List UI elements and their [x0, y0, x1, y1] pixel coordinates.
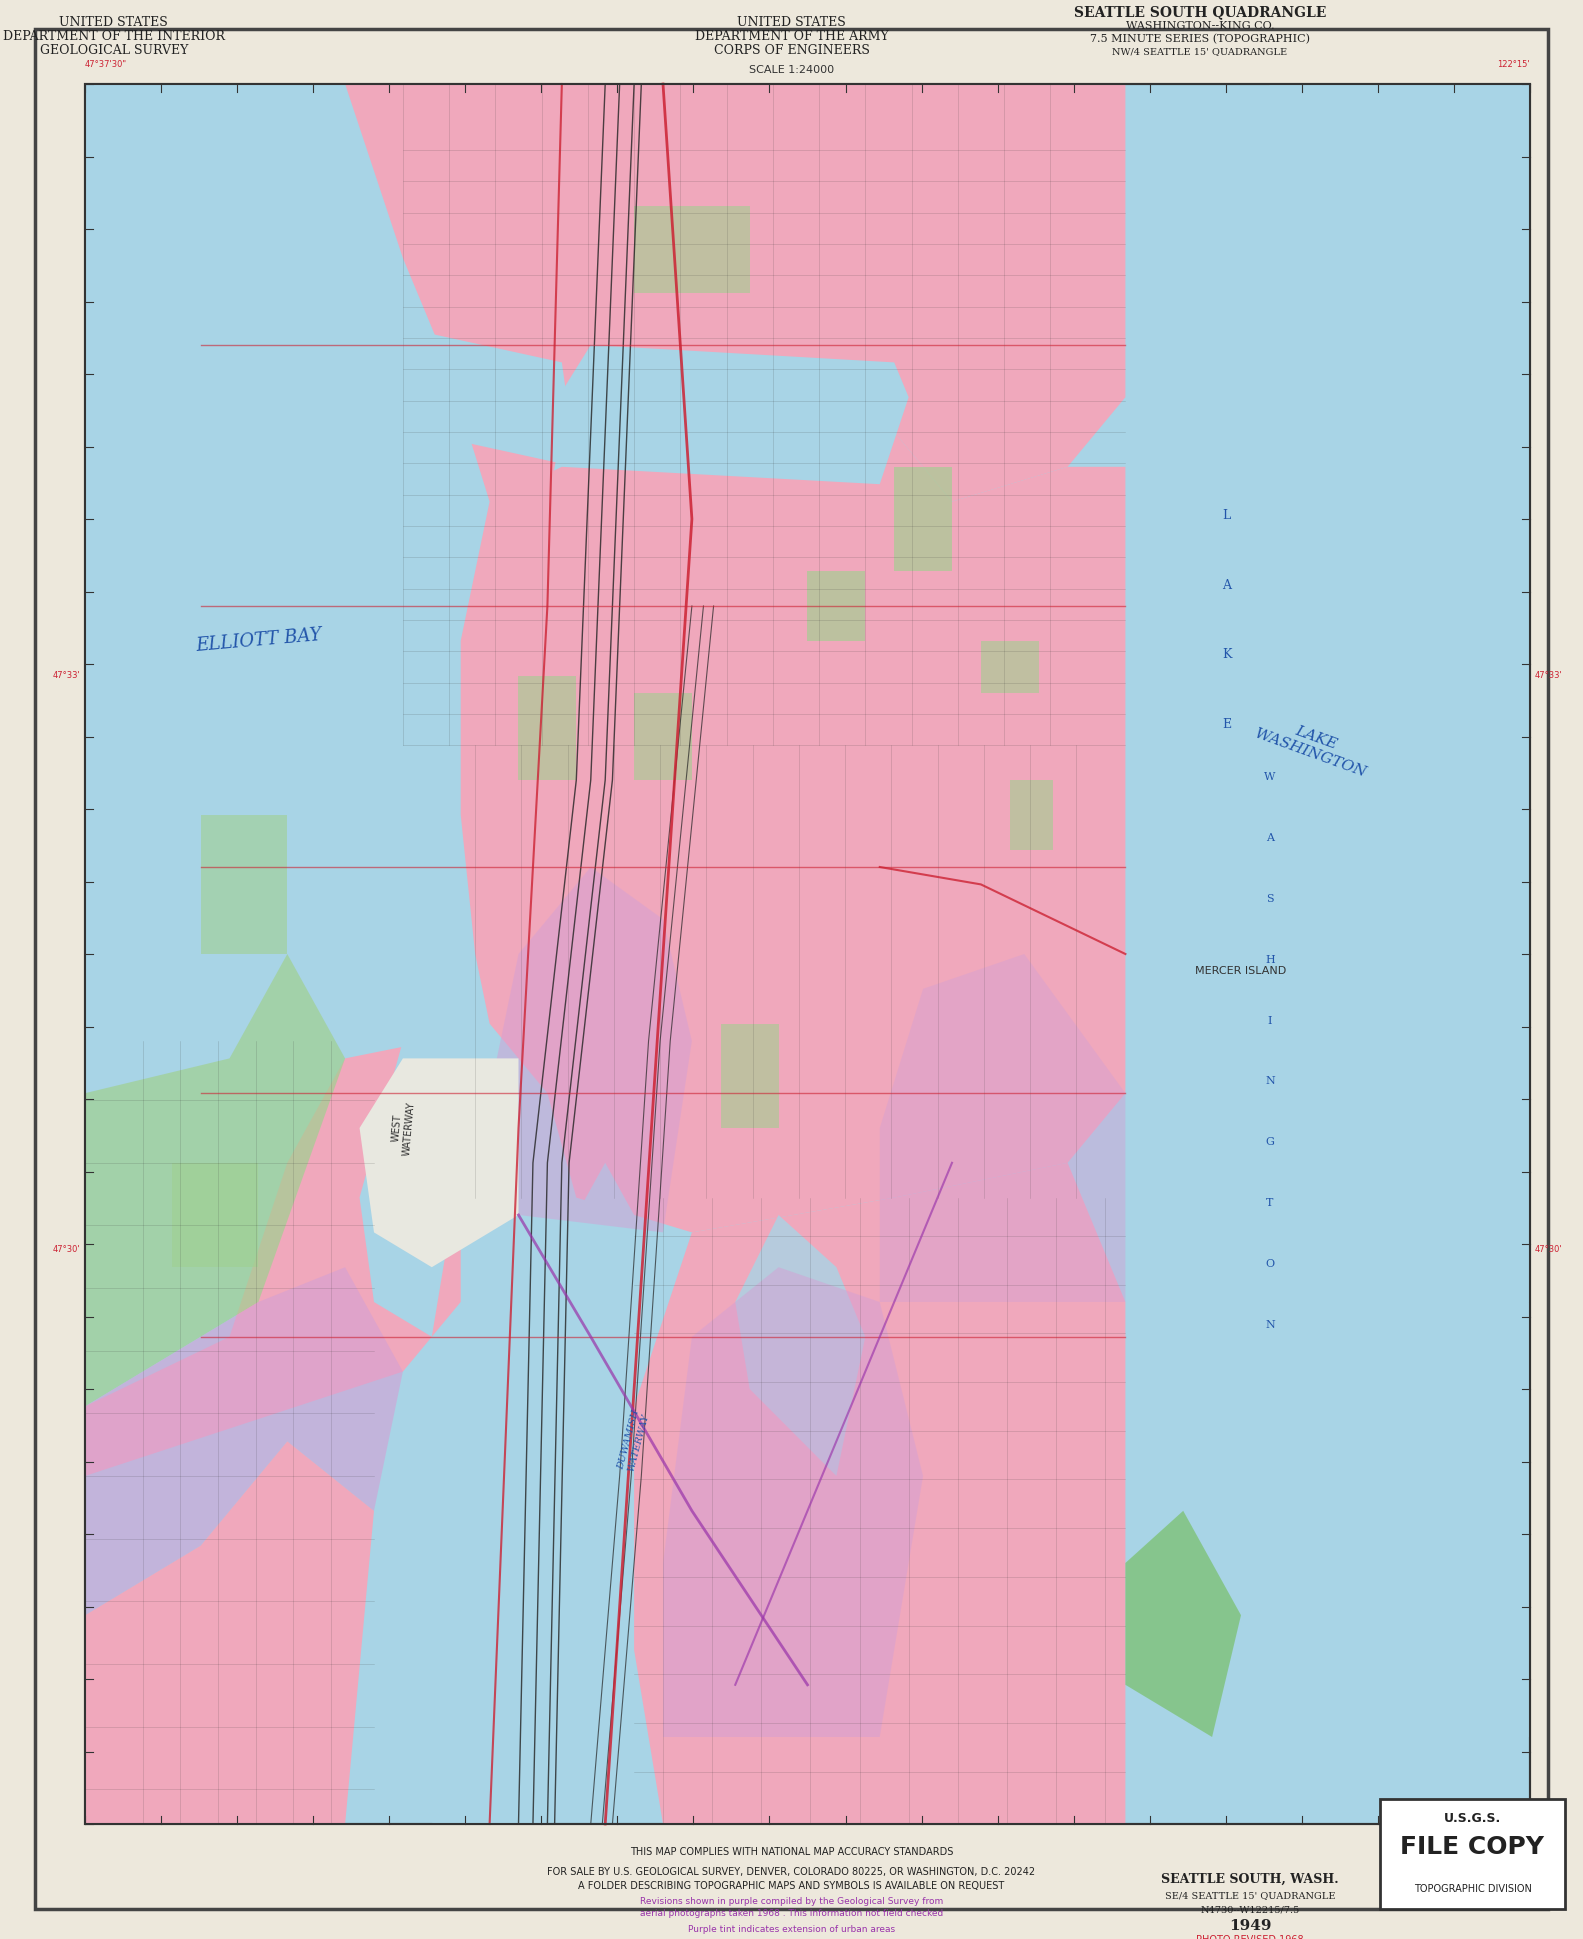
Polygon shape — [880, 954, 1126, 1301]
Bar — [635, 692, 692, 779]
Polygon shape — [461, 345, 1126, 1233]
Text: WEST
WATERWAY: WEST WATERWAY — [389, 1099, 416, 1156]
Bar — [201, 814, 287, 954]
Text: UNITED STATES: UNITED STATES — [738, 16, 845, 29]
Text: Revisions shown in purple compiled by the Geological Survey from: Revisions shown in purple compiled by th… — [640, 1898, 943, 1906]
Text: GEOLOGICAL SURVEY: GEOLOGICAL SURVEY — [40, 43, 188, 56]
Polygon shape — [85, 1041, 461, 1476]
Text: MERCER ISLAND: MERCER ISLAND — [1195, 966, 1287, 977]
Polygon shape — [85, 83, 446, 1094]
Text: W: W — [1265, 772, 1276, 781]
Text: DEPARTMENT OF THE INTERIOR: DEPARTMENT OF THE INTERIOR — [3, 29, 225, 43]
Bar — [807, 572, 866, 640]
Polygon shape — [345, 83, 1126, 502]
Bar — [519, 675, 576, 779]
Text: T: T — [1266, 1198, 1274, 1208]
Text: 47°37'30": 47°37'30" — [85, 60, 127, 70]
Text: 122°15': 122°15' — [1498, 60, 1531, 70]
Text: aerial photographs taken 1968 . This information not field checked: aerial photographs taken 1968 . This inf… — [640, 1910, 943, 1918]
Text: DUWAMISH
WATERWAY: DUWAMISH WATERWAY — [617, 1410, 652, 1474]
Text: SE/4 SEATTLE 15' QUADRANGLE: SE/4 SEATTLE 15' QUADRANGLE — [1165, 1892, 1334, 1900]
Text: WASHINGTON--KING CO.: WASHINGTON--KING CO. — [1126, 21, 1274, 31]
Text: K: K — [1222, 648, 1232, 661]
Text: H: H — [1265, 954, 1274, 966]
Bar — [981, 640, 1038, 692]
Text: FOR SALE BY U.S. GEOLOGICAL SURVEY, DENVER, COLORADO 80225, OR WASHINGTON, D.C. : FOR SALE BY U.S. GEOLOGICAL SURVEY, DENV… — [548, 1867, 1035, 1877]
Text: SEATTLE SOUTH QUADRANGLE: SEATTLE SOUTH QUADRANGLE — [1073, 6, 1327, 19]
Polygon shape — [1126, 1510, 1241, 1737]
Text: 47°30': 47°30' — [1536, 1245, 1562, 1255]
Text: S: S — [1266, 894, 1274, 904]
Text: 1949: 1949 — [1228, 1920, 1271, 1933]
Text: ELLIOTT BAY: ELLIOTT BAY — [195, 626, 323, 655]
Text: A: A — [1266, 834, 1274, 843]
Polygon shape — [1126, 83, 1531, 1388]
Polygon shape — [85, 1268, 404, 1615]
Text: SEATTLE SOUTH, WASH.: SEATTLE SOUTH, WASH. — [1162, 1873, 1339, 1885]
Text: U.S.G.S.: U.S.G.S. — [1444, 1813, 1501, 1825]
Bar — [720, 1024, 779, 1128]
Text: A: A — [1222, 578, 1232, 591]
Text: 47°33': 47°33' — [1536, 671, 1562, 681]
Polygon shape — [635, 1163, 1126, 1825]
Text: 47°30': 47°30' — [52, 1245, 81, 1255]
Text: I: I — [1268, 1016, 1273, 1026]
Text: THIS MAP COMPLIES WITH NATIONAL MAP ACCURACY STANDARDS: THIS MAP COMPLIES WITH NATIONAL MAP ACCU… — [630, 1848, 953, 1858]
Polygon shape — [548, 345, 909, 485]
Text: O: O — [1265, 1258, 1274, 1270]
Text: N4730--W12215/7.5: N4730--W12215/7.5 — [1200, 1906, 1300, 1914]
Text: E: E — [1222, 717, 1232, 731]
Polygon shape — [663, 1268, 923, 1737]
Polygon shape — [432, 1163, 635, 1825]
Polygon shape — [1213, 1301, 1531, 1737]
Text: L: L — [1222, 510, 1230, 522]
Text: NW/4 SEATTLE 15' QUADRANGLE: NW/4 SEATTLE 15' QUADRANGLE — [1113, 47, 1287, 56]
Polygon shape — [85, 83, 432, 1094]
Text: G: G — [1265, 1138, 1274, 1148]
Polygon shape — [735, 1216, 866, 1476]
Text: Purple tint indicates extension of urban areas: Purple tint indicates extension of urban… — [689, 1925, 894, 1933]
Text: PHOTO REVISED 1968: PHOTO REVISED 1968 — [1197, 1935, 1304, 1939]
Text: UNITED STATES: UNITED STATES — [60, 16, 168, 29]
Bar — [85, 83, 1531, 1825]
Polygon shape — [404, 328, 576, 467]
Text: TOPOGRAPHIC DIVISION: TOPOGRAPHIC DIVISION — [1414, 1885, 1531, 1894]
Text: N: N — [1265, 1076, 1274, 1086]
Polygon shape — [359, 1059, 519, 1268]
Bar — [1380, 1799, 1566, 1910]
Bar — [171, 1163, 258, 1268]
Text: CORPS OF ENGINEERS: CORPS OF ENGINEERS — [714, 43, 869, 56]
Text: A FOLDER DESCRIBING TOPOGRAPHIC MAPS AND SYMBOLS IS AVAILABLE ON REQUEST: A FOLDER DESCRIBING TOPOGRAPHIC MAPS AND… — [578, 1881, 1005, 1891]
Bar — [894, 467, 951, 572]
Text: LAKE
WASHINGTON: LAKE WASHINGTON — [1254, 712, 1374, 779]
Polygon shape — [359, 1024, 489, 1336]
Text: FILE COPY: FILE COPY — [1401, 1836, 1545, 1860]
Text: 47°33': 47°33' — [52, 671, 81, 681]
Polygon shape — [85, 1441, 374, 1825]
Bar — [85, 83, 1531, 1825]
Bar — [635, 206, 750, 293]
Bar — [1010, 779, 1053, 849]
Text: SCALE 1:24000: SCALE 1:24000 — [749, 66, 834, 76]
Polygon shape — [85, 954, 345, 1406]
Polygon shape — [489, 867, 692, 1233]
Text: DEPARTMENT OF THE ARMY: DEPARTMENT OF THE ARMY — [695, 29, 888, 43]
Text: N: N — [1265, 1320, 1274, 1330]
Text: 7.5 MINUTE SERIES (TOPOGRAPHIC): 7.5 MINUTE SERIES (TOPOGRAPHIC) — [1091, 33, 1311, 45]
